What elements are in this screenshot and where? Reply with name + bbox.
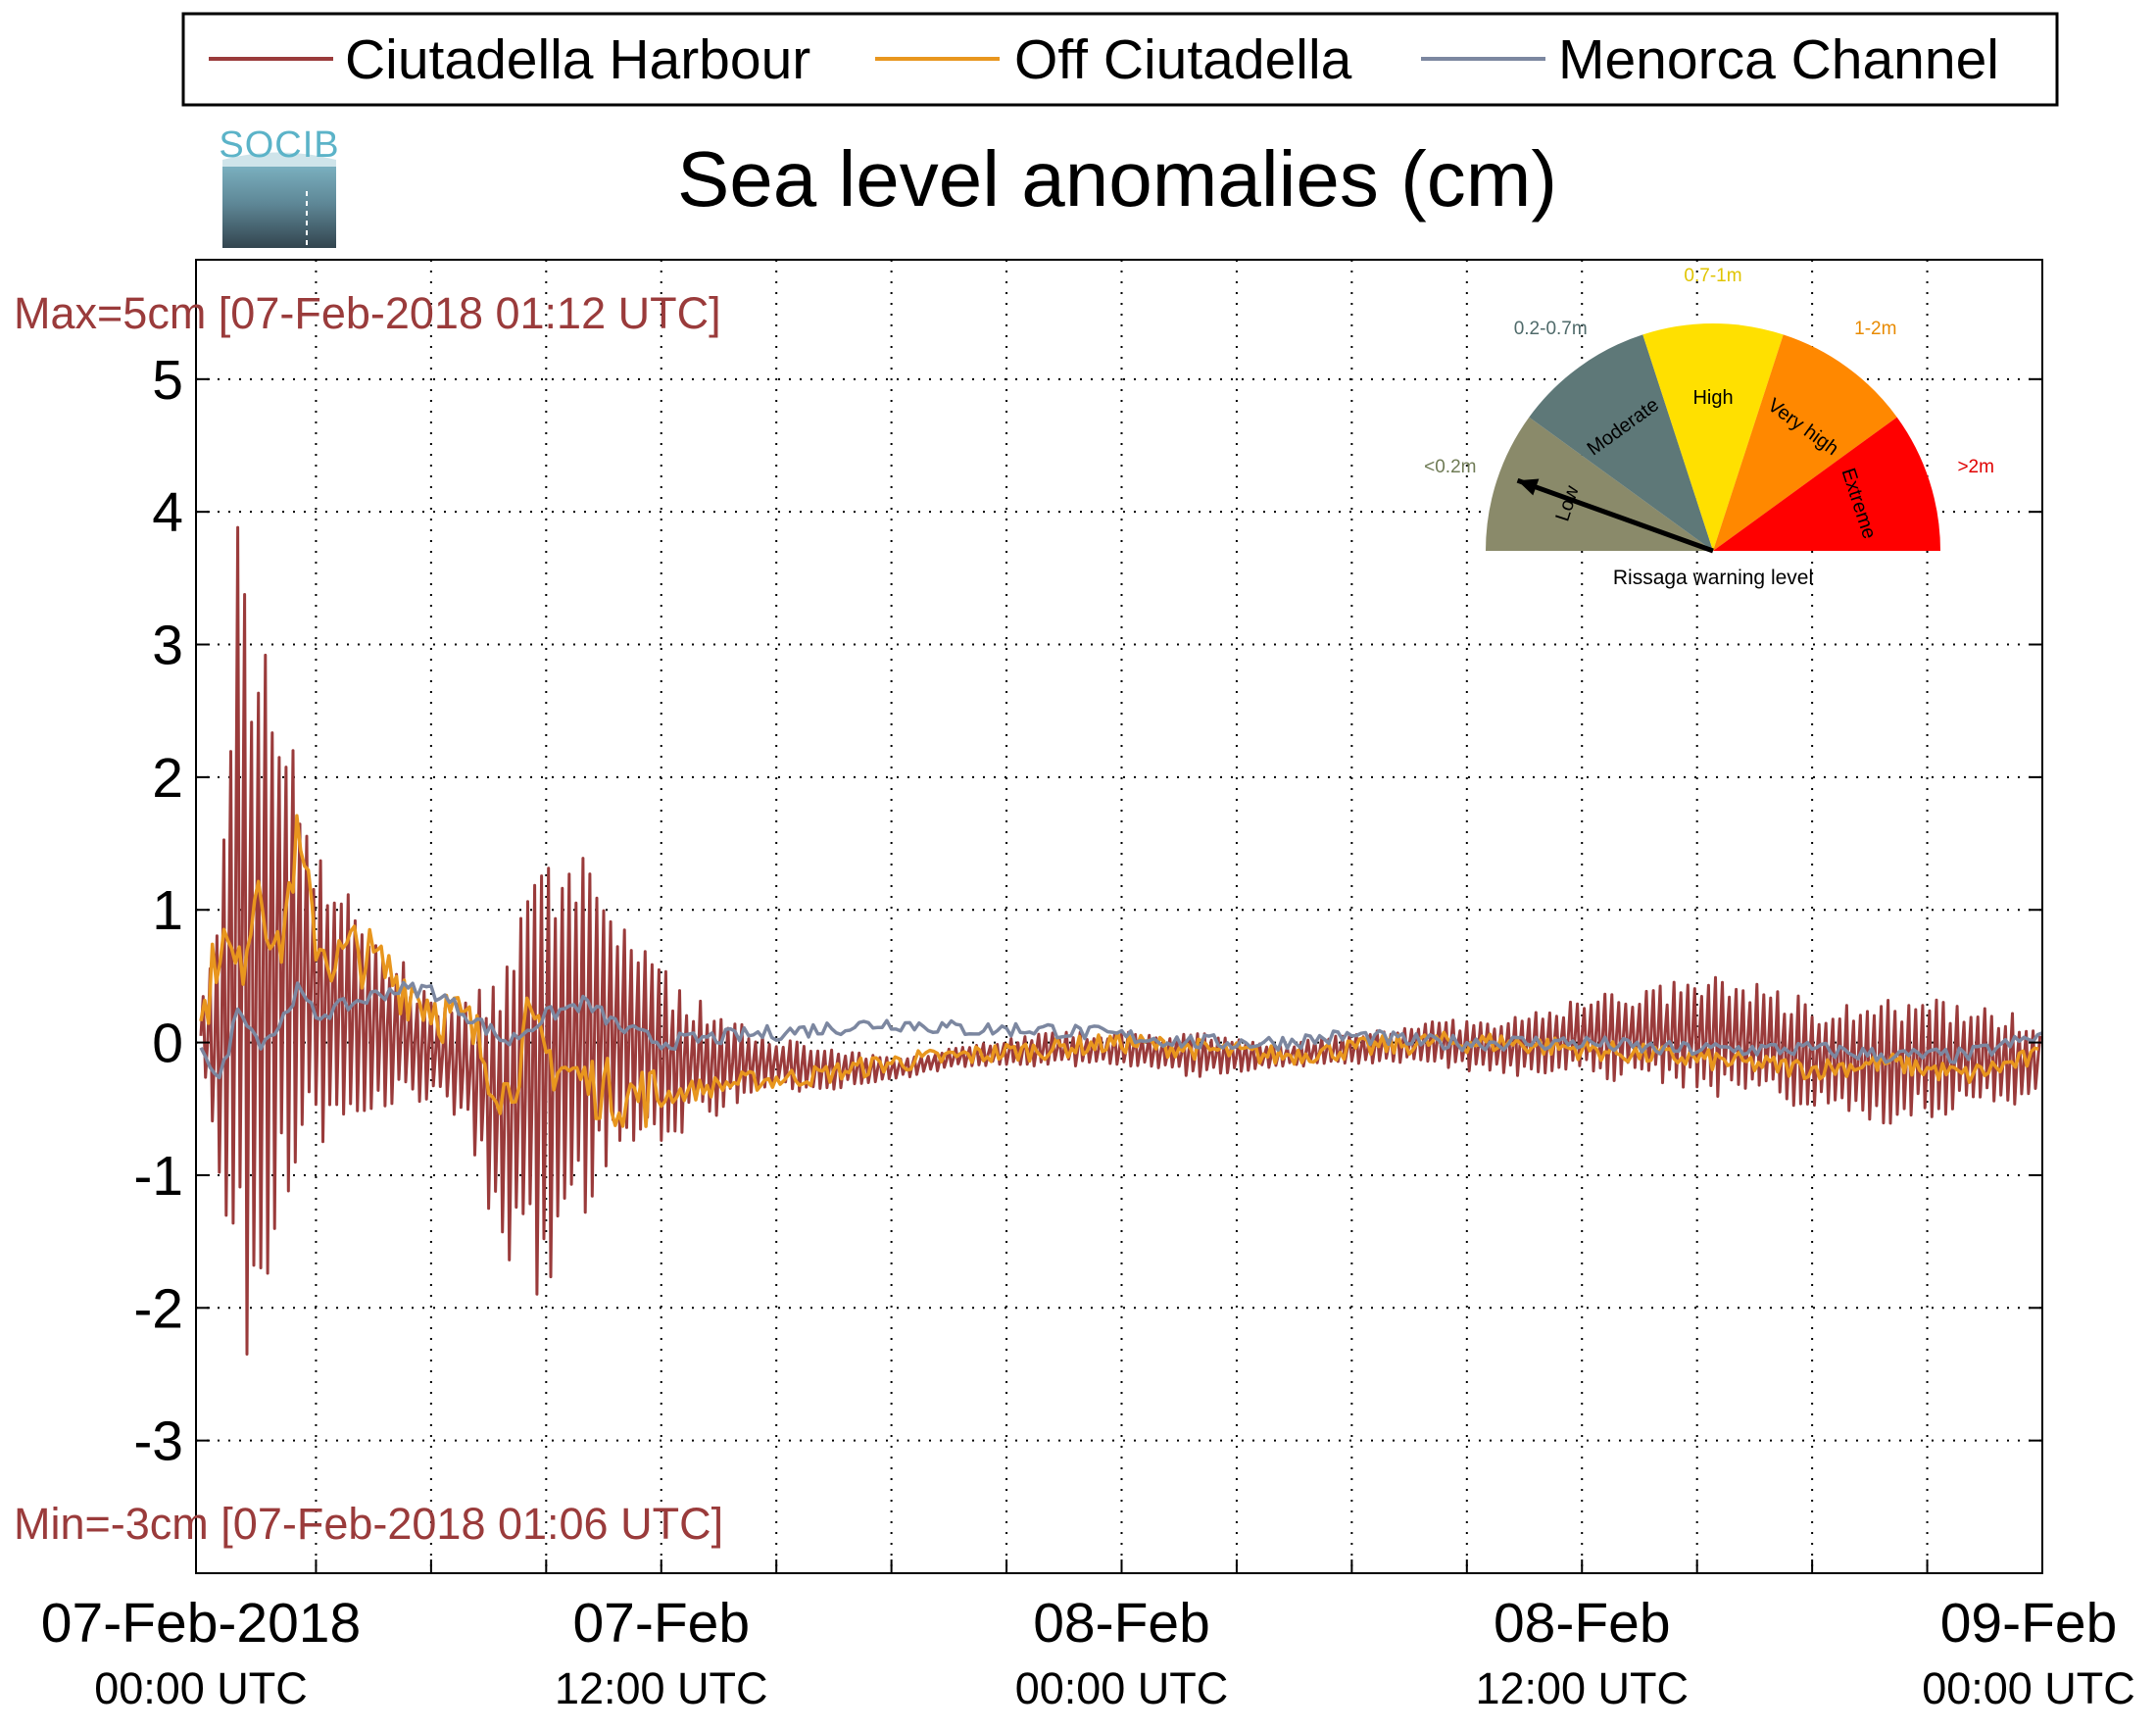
y-tick-label: -1 — [133, 1145, 183, 1208]
max-annotation: Max=5cm [07-Feb-2018 01:12 UTC] — [14, 288, 721, 338]
x-tick-label-time: 00:00 UTC — [1015, 1663, 1229, 1713]
gauge-segment-moderate — [1529, 334, 1713, 551]
gauge-label-high: High — [1692, 387, 1733, 409]
legend-label-off-ciutadella: Off Ciutadella — [1014, 28, 1352, 91]
series-lines — [199, 525, 2043, 1356]
logo-text: SOCIB — [219, 124, 339, 166]
gauge-segment-high — [1642, 323, 1784, 551]
y-tick-label: -3 — [133, 1410, 183, 1473]
series-off-ciutadella — [199, 814, 2039, 1128]
x-tick-label-date: 07-Feb-2018 — [41, 1592, 361, 1655]
x-tick-label-time: 12:00 UTC — [555, 1663, 768, 1713]
x-tick-label-date: 08-Feb — [1033, 1592, 1210, 1655]
socib-logo: SOCIB — [219, 124, 339, 248]
x-tick-label-time: 00:00 UTC — [1922, 1663, 2135, 1713]
y-tick-label: 0 — [152, 1013, 183, 1075]
gauge-caption: Rissaga warning level — [1613, 567, 1813, 589]
x-tick-label-time: 12:00 UTC — [1475, 1663, 1689, 1713]
gauge-range-low: <0.2m — [1424, 457, 1476, 477]
gauge-range-very-high: 1-2m — [1854, 319, 1896, 339]
gauge-segment-very-high — [1713, 334, 1897, 551]
chart-title: Sea level anomalies (cm) — [677, 135, 1557, 223]
legend-label-menorca-channel: Menorca Channel — [1558, 28, 1999, 91]
legend-label-ciutadella-harbour: Ciutadella Harbour — [345, 28, 810, 91]
x-tick-label-date: 08-Feb — [1494, 1592, 1671, 1655]
y-tick-label: 4 — [152, 481, 183, 544]
min-annotation: Min=-3cm [07-Feb-2018 01:06 UTC] — [14, 1499, 723, 1549]
series-menorca-channel — [199, 980, 2043, 1080]
y-tick-label: -2 — [133, 1277, 183, 1340]
legend: Ciutadella Harbour Off Ciutadella Menorc… — [181, 12, 2059, 107]
y-axis: -3 -2 -1 0 1 2 3 4 5 — [133, 349, 2042, 1473]
gauge-range-moderate: 0.2-0.7m — [1514, 319, 1588, 339]
x-tick-label-time: 00:00 UTC — [94, 1663, 308, 1713]
x-tick-label-date: 07-Feb — [572, 1592, 750, 1655]
gauge-range-high: 0.7-1m — [1684, 266, 1741, 286]
y-tick-label: 1 — [152, 879, 183, 942]
x-axis: 07-Feb-2018 00:00 UTC 07-Feb 12:00 UTC 08-Fe… — [41, 1559, 2135, 1713]
gauge-segment-extreme — [1713, 417, 1940, 551]
y-tick-label: 3 — [152, 615, 183, 677]
gauge-needle-head — [1517, 478, 1540, 496]
gauge-segment-low — [1486, 417, 1713, 551]
y-tick-label: 5 — [152, 349, 183, 412]
y-tick-label: 2 — [152, 747, 183, 810]
gauge-needle — [1516, 477, 1714, 554]
x-tick-label-date: 09-Feb — [1940, 1592, 2118, 1655]
gauge-range-extreme: >2m — [1957, 457, 1994, 477]
